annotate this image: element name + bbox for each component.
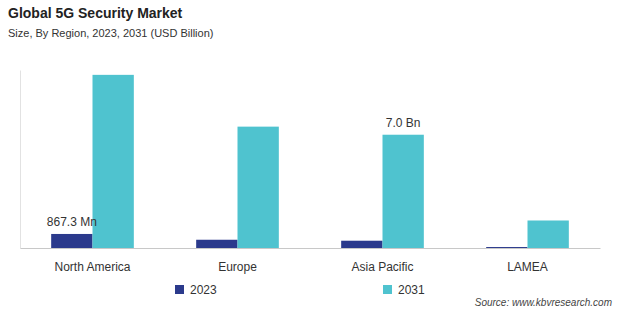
source: Source: www.kbvresearch.com xyxy=(475,297,612,308)
data-label: 7.0 Bn xyxy=(386,116,421,130)
data-labels: 867.3 Mn 7.0 Bn xyxy=(47,116,421,229)
plot: North America Europe Asia Pacific LAMEA 867.… xyxy=(21,71,601,274)
x-tick: Asia Pacific xyxy=(351,248,413,274)
x-tick-label: Europe xyxy=(218,260,257,274)
legend-label: 2031 xyxy=(398,283,425,297)
bars xyxy=(51,75,569,248)
data-label: 867.3 Mn xyxy=(47,215,97,229)
bar xyxy=(93,75,134,248)
x-tick-label: Asia Pacific xyxy=(351,260,413,274)
bar xyxy=(528,220,569,248)
bar xyxy=(383,135,424,248)
x-tick: Europe xyxy=(218,248,257,274)
title: Global 5G Security Market xyxy=(8,5,183,21)
bar xyxy=(341,241,382,248)
legend-swatch xyxy=(175,285,184,294)
legend-swatch xyxy=(383,285,392,294)
y-axis xyxy=(20,71,21,249)
legend-label: 2023 xyxy=(190,283,217,297)
x-tick: LAMEA xyxy=(507,248,548,274)
bar xyxy=(486,247,527,248)
x-axis-line xyxy=(21,248,601,249)
x-tick-label: North America xyxy=(54,260,130,274)
x-tick-label: LAMEA xyxy=(507,260,548,274)
bar xyxy=(196,240,237,248)
series xyxy=(93,75,569,248)
subtitle: Size, By Region, 2023, 2031 (USD Billion… xyxy=(8,27,213,39)
legend: 2023 2031 xyxy=(175,283,425,297)
y-axis-line xyxy=(20,71,21,249)
bar xyxy=(51,234,92,248)
x-tick: North America xyxy=(54,248,130,274)
bar xyxy=(238,127,279,248)
x-axis: North America Europe Asia Pacific LAMEA xyxy=(21,248,601,274)
chart: Global 5G Security Market Size, By Region… xyxy=(0,0,619,322)
